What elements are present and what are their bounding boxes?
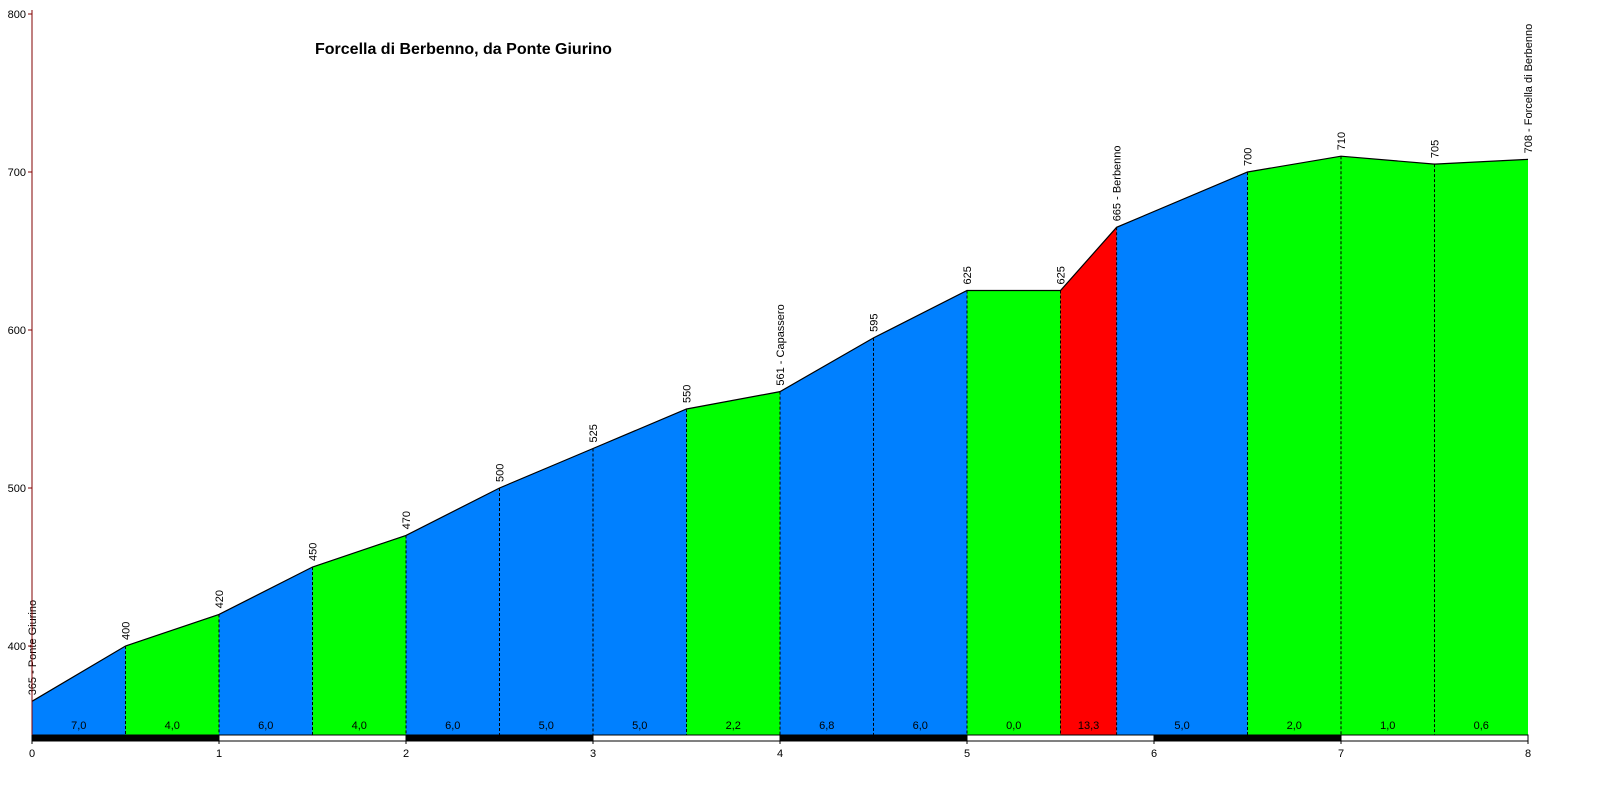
grades-layer: 7,0 4,0 6,0 4,0 6,0 5,0 5,0 2,2 6,8 6,0 0,0 13,3 5,0… (71, 720, 1489, 732)
km-bar-block (966, 734, 1155, 742)
grade-label: 13,3 (1078, 720, 1099, 732)
profile-segment (873, 290, 967, 735)
elevation-label: 561 - Capassero (775, 304, 787, 385)
elevation-label: 450 (308, 543, 320, 561)
profile-segment (686, 391, 780, 735)
x-tick-label: 6 (1151, 748, 1157, 760)
x-tick-label: 4 (777, 748, 783, 760)
elevation-label: 705 (1430, 140, 1442, 158)
elevation-label: 500 (495, 464, 507, 482)
axes-layer: 400 500 600 700 800 0 1 2 3 4 5 6 7 8 (8, 9, 1531, 760)
profile-line (31, 155, 1529, 702)
profile-segment (499, 448, 593, 735)
segments-layer (32, 156, 1528, 736)
y-tick-label: 400 (8, 641, 26, 653)
grade-label: 6,0 (258, 720, 273, 732)
elevation-label: 665 - Berbenno (1112, 145, 1124, 221)
elevation-label: 700 (1243, 148, 1255, 166)
grade-label: 2,0 (1287, 720, 1302, 732)
elevation-label: 625 (1056, 266, 1068, 284)
elevation-label: 625 (962, 266, 974, 284)
profile-segment (1434, 159, 1528, 736)
elevation-label: 365 - Ponte Giurino (27, 600, 39, 695)
y-tick-label: 800 (8, 9, 26, 21)
x-tick-label: 3 (590, 748, 596, 760)
elevation-label: 525 (588, 424, 600, 442)
grade-label: 4,0 (165, 720, 180, 732)
grade-label: 7,0 (71, 720, 86, 732)
y-tick-label: 500 (8, 483, 26, 495)
grade-label: 4,0 (352, 720, 367, 732)
grade-label: 6,0 (445, 720, 460, 732)
profile-segment (1116, 172, 1248, 735)
grade-label: 6,0 (913, 720, 928, 732)
km-bar-layer (31, 734, 1529, 742)
grade-label: 0,6 (1474, 720, 1489, 732)
profile-segment (406, 488, 500, 735)
profile-segment (593, 409, 687, 735)
km-bar-block (218, 734, 407, 742)
x-tick-label: 8 (1525, 748, 1531, 760)
profile-segment (780, 337, 874, 735)
profile-segment (1247, 156, 1341, 735)
elevation-label: 595 (869, 314, 881, 332)
elevation-label: 550 (682, 385, 694, 403)
grade-label: 5,0 (539, 720, 554, 732)
elevation-label: 420 (214, 590, 226, 608)
labels-layer: 365 - Ponte Giurino 400 420 450 470 500 525 550… (27, 24, 1535, 696)
grade-label: 6,8 (819, 720, 834, 732)
chart-title: Forcella di Berbenno, da Ponte Giurino (315, 41, 612, 58)
elevation-label: 708 - Forcella di Berbenno (1523, 24, 1535, 154)
x-tick-label: 7 (1338, 748, 1344, 760)
x-tick-label: 5 (964, 748, 970, 760)
y-tick-label: 600 (8, 325, 26, 337)
grade-label: 1,0 (1380, 720, 1395, 732)
profile-segment (312, 535, 406, 735)
profile-segment (1060, 227, 1117, 736)
profile-segment (125, 614, 219, 735)
grade-label: 2,2 (726, 720, 741, 732)
km-bar-block (1153, 734, 1342, 742)
km-bar-block (1340, 734, 1529, 742)
y-tick-label: 700 (8, 167, 26, 179)
x-tick-label: 2 (403, 748, 409, 760)
x-tick-label: 1 (216, 748, 222, 760)
km-bar-block (405, 734, 594, 742)
profile-segment (219, 567, 313, 735)
x-tick-label: 0 (29, 748, 35, 760)
grade-label: 5,0 (632, 720, 647, 732)
elevation-label: 470 (401, 511, 413, 529)
profile-layer (31, 155, 1529, 702)
km-bar-block (592, 734, 781, 742)
elevation-label: 400 (121, 622, 133, 640)
dividers-layer (125, 156, 1435, 735)
elevation-label: 710 (1336, 132, 1348, 150)
grade-label: 0,0 (1006, 720, 1021, 732)
profile-segment (1341, 156, 1435, 735)
km-bar-block (779, 734, 968, 742)
km-bar-block (31, 734, 220, 742)
grade-label: 5,0 (1174, 720, 1189, 732)
profile-segment (967, 290, 1061, 735)
profile-segment (32, 646, 126, 735)
